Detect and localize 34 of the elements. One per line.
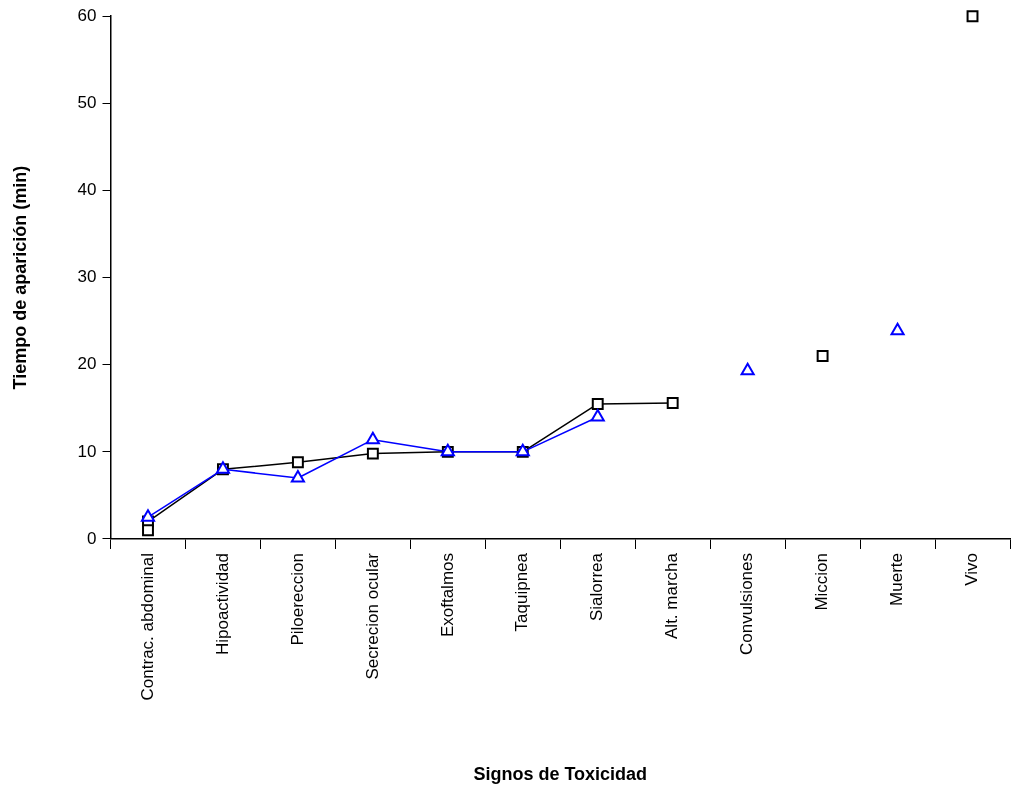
point [142, 524, 154, 537]
x-tick-label: Hipoactividad [212, 552, 232, 656]
y-tick-label: 40 [77, 180, 97, 200]
x-tick-label: Taquipnea [512, 552, 532, 632]
point [816, 350, 829, 362]
x-tick-label: Miccion [812, 552, 832, 611]
x-axis-title: Signos de Toxicidad [473, 764, 648, 785]
x-tick-label: Alt. marcha [662, 552, 682, 639]
y-tick-label: 0 [87, 528, 97, 548]
y-axis-title: Tiempo de aparición (min) [9, 165, 30, 390]
point [590, 409, 605, 422]
x-tick-label: Contrac. abdominal [137, 552, 157, 701]
y-tick-label: 60 [77, 5, 97, 25]
x-tick-label: Convulsiones [737, 552, 757, 656]
point [740, 362, 755, 376]
point [140, 509, 156, 522]
y-tick-label: 10 [77, 441, 97, 461]
point [966, 10, 979, 23]
point [365, 431, 380, 445]
point [366, 447, 379, 460]
x-tick-label: Exoftalmos [437, 552, 457, 638]
x-tick-label: Piloereccion [287, 552, 307, 646]
x-tick-label: Sialorrea [587, 552, 607, 622]
point [591, 397, 604, 410]
point [666, 397, 679, 410]
y-tick-label: 20 [77, 354, 97, 374]
x-tick-label: Secrecion ocular [362, 552, 382, 680]
y-tick-label: 30 [77, 267, 97, 287]
x-tick-label: Vivo [962, 552, 982, 586]
x-tick-label: Muerte [887, 552, 907, 606]
point [291, 456, 304, 469]
y-tick-label: 50 [77, 93, 97, 113]
point [290, 470, 305, 483]
point [890, 322, 905, 336]
